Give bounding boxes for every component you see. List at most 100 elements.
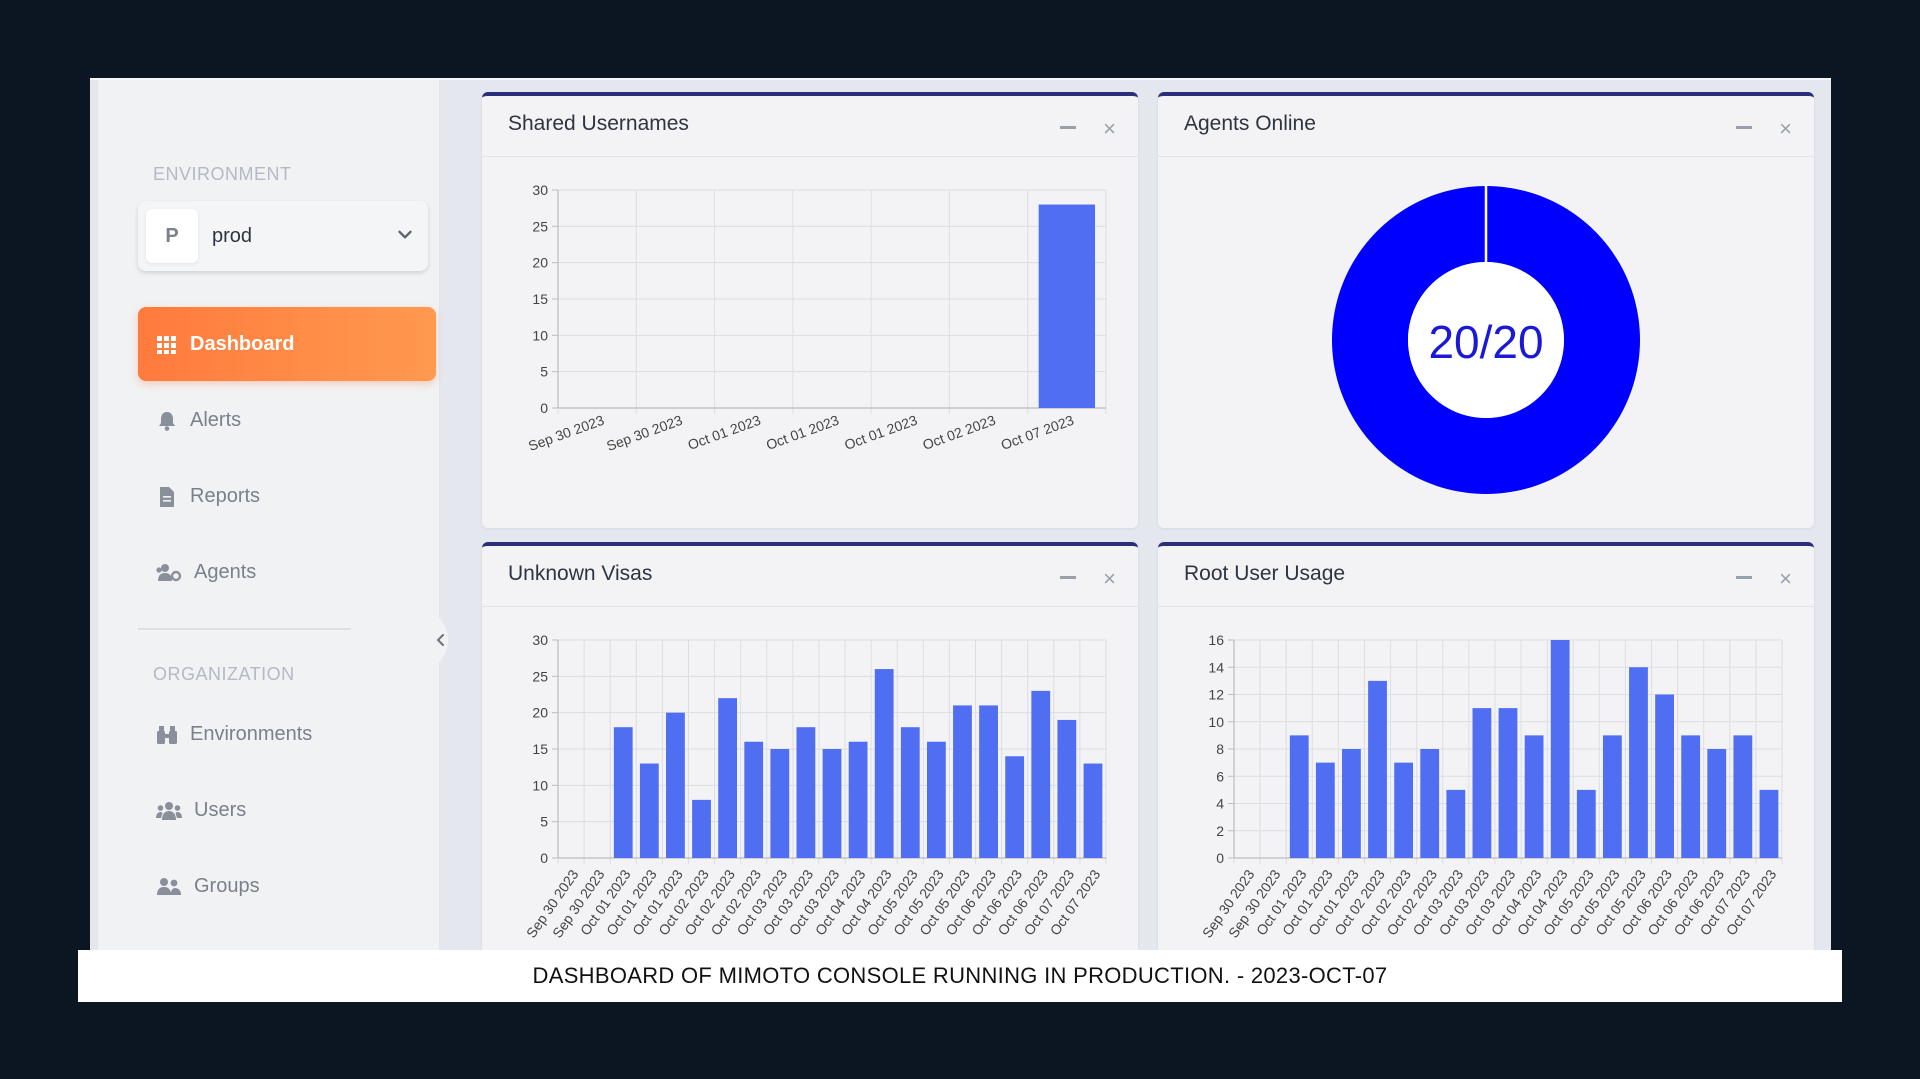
sidebar-item-label: Agents (194, 561, 257, 583)
panel-divider (482, 606, 1138, 607)
bar (822, 749, 842, 858)
minimize-button[interactable] (1060, 576, 1076, 579)
panel-shared-usernames: Shared Usernames × 0 5 10 15 20 25 30 Sep 30 20… (482, 92, 1138, 528)
x-tick-label: Sep 30 2023 (604, 412, 684, 454)
grid-icon (157, 336, 176, 354)
environment-select[interactable]: P prod (138, 201, 428, 271)
x-tick-label: Sep 30 2023 (526, 412, 606, 454)
donut-slice (1331, 186, 1640, 494)
x-tick-label: Oct 01 2023 (842, 412, 919, 453)
close-button[interactable]: × (1779, 566, 1792, 591)
donut-hole (1408, 262, 1564, 418)
bar (1083, 763, 1103, 858)
sidebar: ENVIRONMENT P prod Dashboard (98, 80, 440, 950)
bar (979, 705, 998, 858)
minimize-button[interactable] (1736, 576, 1752, 579)
user-group-icon (157, 878, 181, 895)
x-tick-label: Oct 01 2023 (764, 412, 841, 453)
bar (1005, 756, 1025, 858)
y-tick-label: 10 (532, 327, 548, 343)
agents-online-chart: 20/20 (1331, 185, 1640, 494)
sidebar-divider (138, 628, 351, 630)
close-button[interactable]: × (1103, 116, 1116, 141)
y-tick-label: 10 (532, 777, 548, 793)
bar (1524, 735, 1544, 858)
bar (874, 669, 894, 858)
y-tick-label: 0 (540, 850, 548, 866)
environment-value: prod (212, 225, 253, 247)
bar (770, 749, 790, 858)
bar (1759, 789, 1779, 858)
sidebar-item-label: Dashboard (190, 333, 295, 355)
close-button[interactable]: × (1103, 566, 1116, 591)
bar (692, 799, 711, 858)
bar (1057, 719, 1077, 858)
panel-unknown-visas: Unknown Visas × 0 5 10 15 20 25 30 Sep 30 2023 S… (482, 542, 1138, 950)
y-tick-label: 8 (1216, 741, 1224, 757)
bar (796, 727, 816, 858)
bar (1498, 708, 1518, 858)
y-tick-label: 0 (1216, 850, 1224, 866)
sidebar-item-environments[interactable]: Environments (138, 697, 436, 771)
y-tick-label: 30 (532, 182, 548, 198)
y-tick-label: 25 (532, 668, 548, 684)
bar (1289, 735, 1309, 858)
bar (1550, 640, 1570, 858)
y-tick-label: 16 (1208, 632, 1224, 648)
y-tick-label: 20 (532, 705, 548, 721)
panel-divider (1158, 606, 1814, 607)
sidebar-item-label: Users (194, 799, 247, 821)
minimize-button[interactable] (1736, 126, 1752, 129)
panel-title: Root User Usage (1184, 562, 1346, 585)
caption-banner: DASHBOARD OF MIMOTO CONSOLE RUNNING IN P… (78, 950, 1842, 1002)
bar (1342, 749, 1361, 858)
bar (900, 727, 920, 858)
y-tick-label: 15 (532, 291, 548, 307)
sidebar-item-agents[interactable]: Agents (138, 535, 436, 609)
sidebar-item-reports[interactable]: Reports (138, 459, 436, 533)
bar (744, 741, 764, 858)
chevron-down-icon (398, 230, 412, 239)
sidebar-item-label: Alerts (190, 409, 242, 431)
bar (613, 727, 633, 858)
bar (1420, 749, 1440, 858)
bar (1038, 204, 1096, 408)
bar (1602, 735, 1622, 858)
users-cog-icon (156, 564, 182, 582)
minimize-button[interactable] (1060, 126, 1076, 129)
users-icon (156, 802, 182, 820)
sidebar-item-dashboard[interactable]: Dashboard (138, 307, 436, 381)
y-tick-label: 5 (540, 364, 548, 380)
panel-title: Agents Online (1184, 112, 1316, 135)
sidebar-item-label: Environments (190, 723, 313, 745)
y-tick-label: 30 (532, 632, 548, 648)
y-tick-label: 20 (532, 255, 548, 271)
organization-section-label: ORGANIZATION (153, 664, 295, 684)
document-icon (160, 487, 174, 507)
close-button[interactable]: × (1779, 116, 1792, 141)
sidebar-item-groups[interactable]: Groups (138, 849, 436, 923)
bar (1446, 789, 1466, 858)
y-tick-label: 12 (1208, 687, 1224, 703)
window-edge (90, 78, 1831, 80)
gridlines (552, 189, 1107, 414)
y-tick-label: 15 (532, 741, 548, 757)
bar (1394, 762, 1414, 858)
y-tick-label: 10 (1208, 714, 1224, 730)
bar (1681, 735, 1701, 858)
collapse-sidebar-button[interactable] (430, 610, 456, 670)
environment-section-label: ENVIRONMENT (153, 164, 292, 184)
sidebar-item-label: Reports (190, 485, 261, 507)
panel-agents-online: Agents Online × 20/20 (1158, 92, 1814, 528)
y-tick-label: 14 (1208, 659, 1224, 675)
bar (1315, 762, 1335, 858)
sidebar-item-alerts[interactable]: Alerts (138, 383, 436, 457)
panel-root-user-usage: Root User Usage × 0 2 4 6 8 10 12 14 16 Sep 30 20… (1158, 542, 1814, 950)
panel-divider (482, 156, 1138, 157)
bar (639, 763, 659, 858)
x-tick-label: Oct 01 2023 (686, 412, 763, 453)
y-tick-label: 6 (1216, 768, 1224, 784)
sidebar-item-users[interactable]: Users (138, 773, 436, 847)
